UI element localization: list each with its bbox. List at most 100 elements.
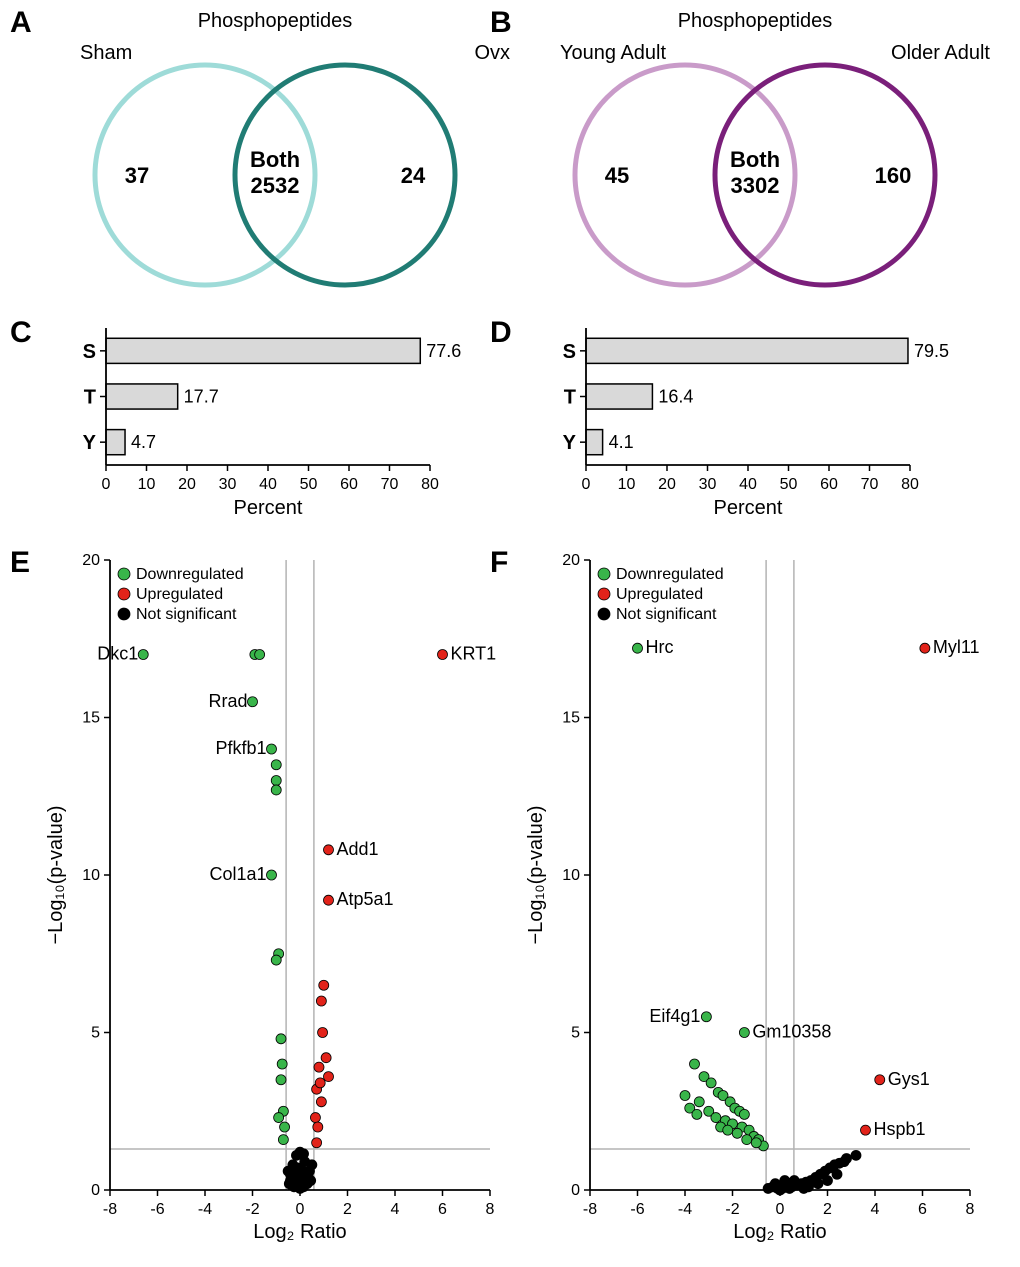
gene-label: Gys1 [888, 1069, 930, 1089]
scatter-point [742, 1135, 752, 1145]
ytick: 15 [82, 710, 100, 727]
bar [106, 430, 125, 455]
xtick: 30 [219, 476, 237, 493]
venn-right-only: 160 [863, 163, 923, 189]
xtick: 50 [300, 476, 318, 493]
scatter-point [324, 845, 334, 855]
gene-label: Gm10358 [752, 1022, 831, 1042]
legend-swatch [118, 588, 130, 600]
scatter-point [739, 1109, 749, 1119]
scatter-point [313, 1122, 323, 1132]
scatter-point [324, 1072, 334, 1082]
scatter-point [789, 1176, 799, 1186]
venn-both: Both2532 [230, 147, 320, 199]
scatter-point [271, 776, 281, 786]
gene-label: Pfkfb1 [215, 738, 266, 758]
gene-label: Dkc1 [97, 644, 138, 664]
scatter-point [271, 760, 281, 770]
legend-swatch [118, 608, 130, 620]
scatter-point [278, 1135, 288, 1145]
gene-label: Atp5a1 [337, 889, 394, 909]
xtick: -8 [583, 1201, 597, 1218]
scatter-point [280, 1122, 290, 1132]
y-axis-label: −Log₁₀(p-value) [45, 805, 67, 944]
scatter-point [780, 1176, 790, 1186]
scatter-point [316, 996, 326, 1006]
xtick: 6 [918, 1201, 927, 1218]
scatter-point [633, 643, 643, 653]
xtick: 80 [421, 476, 439, 493]
scatter-point [297, 1166, 307, 1176]
scatter-point [799, 1183, 809, 1193]
gene-label: Col1a1 [209, 864, 266, 884]
scatter-point [310, 1113, 320, 1123]
scatter-point [271, 785, 281, 795]
scatter-point [315, 1078, 325, 1088]
scatter-point [314, 1062, 324, 1072]
ytick: 0 [91, 1182, 100, 1199]
scatter-point [823, 1176, 833, 1186]
venn-left-only: 45 [587, 163, 647, 189]
xtick: 60 [340, 476, 358, 493]
bar-category: T [564, 387, 576, 409]
xtick: 0 [296, 1201, 305, 1218]
legend-label: Upregulated [136, 586, 223, 603]
ytick: 5 [91, 1025, 100, 1042]
bar [586, 338, 908, 363]
xtick: 80 [901, 476, 919, 493]
xtick: 60 [820, 476, 838, 493]
scatter-point [316, 1097, 326, 1107]
scatter-point [277, 1059, 287, 1069]
x-axis-label: Log₂ Ratio [733, 1221, 826, 1243]
xtick: 0 [582, 476, 591, 493]
scatter-point [875, 1075, 885, 1085]
bar-value: 4.1 [609, 432, 634, 452]
bar [586, 430, 603, 455]
scatter-point [851, 1150, 861, 1160]
volcano-plot: -8-6-4-20246805101520Log₂ Ratio−Log₁₀(p-… [520, 550, 980, 1250]
venn-left-only: 37 [107, 163, 167, 189]
ytick: 5 [571, 1025, 580, 1042]
bar-chart: S77.6T17.7Y4.701020304050607080Percent [60, 320, 490, 520]
venn-right-only: 24 [383, 163, 443, 189]
panel-title: Phosphopeptides [540, 10, 970, 33]
legend-label: Downregulated [616, 566, 724, 583]
scatter-point [271, 955, 281, 965]
scatter-point [813, 1179, 823, 1189]
scatter-point [312, 1138, 322, 1148]
xtick: 2 [343, 1201, 352, 1218]
gene-label: Myl11 [933, 637, 980, 657]
xtick: 70 [381, 476, 399, 493]
scatter-point [832, 1169, 842, 1179]
xtick: 8 [486, 1201, 495, 1218]
scatter-point [751, 1138, 761, 1148]
legend-label: Not significant [616, 606, 717, 623]
xtick: 40 [739, 476, 757, 493]
scatter-point [706, 1078, 716, 1088]
scatter-point [321, 1053, 331, 1063]
bar-chart: S79.5T16.4Y4.101020304050607080Percent [540, 320, 970, 520]
legend-label: Downregulated [136, 566, 244, 583]
xtick: 30 [699, 476, 717, 493]
legend-swatch [118, 568, 130, 580]
scatter-point [732, 1128, 742, 1138]
x-axis-label: Percent [714, 497, 783, 519]
xtick: 6 [438, 1201, 447, 1218]
bar-category: T [84, 387, 96, 409]
ytick: 10 [562, 867, 580, 884]
ytick: 20 [82, 552, 100, 569]
scatter-point [694, 1097, 704, 1107]
scatter-point [920, 643, 930, 653]
ytick: 10 [82, 867, 100, 884]
xtick: 8 [966, 1201, 975, 1218]
bar [106, 338, 420, 363]
volcano-plot: -8-6-4-20246805101520Log₂ Ratio−Log₁₀(p-… [40, 550, 500, 1250]
xtick: 4 [871, 1201, 880, 1218]
scatter-point [138, 650, 148, 660]
scatter-point [861, 1125, 871, 1135]
bar-value: 77.6 [426, 341, 461, 361]
xtick: -2 [725, 1201, 739, 1218]
bar-value: 17.7 [184, 387, 219, 407]
bar-value: 79.5 [914, 341, 949, 361]
bar-value: 4.7 [131, 432, 156, 452]
